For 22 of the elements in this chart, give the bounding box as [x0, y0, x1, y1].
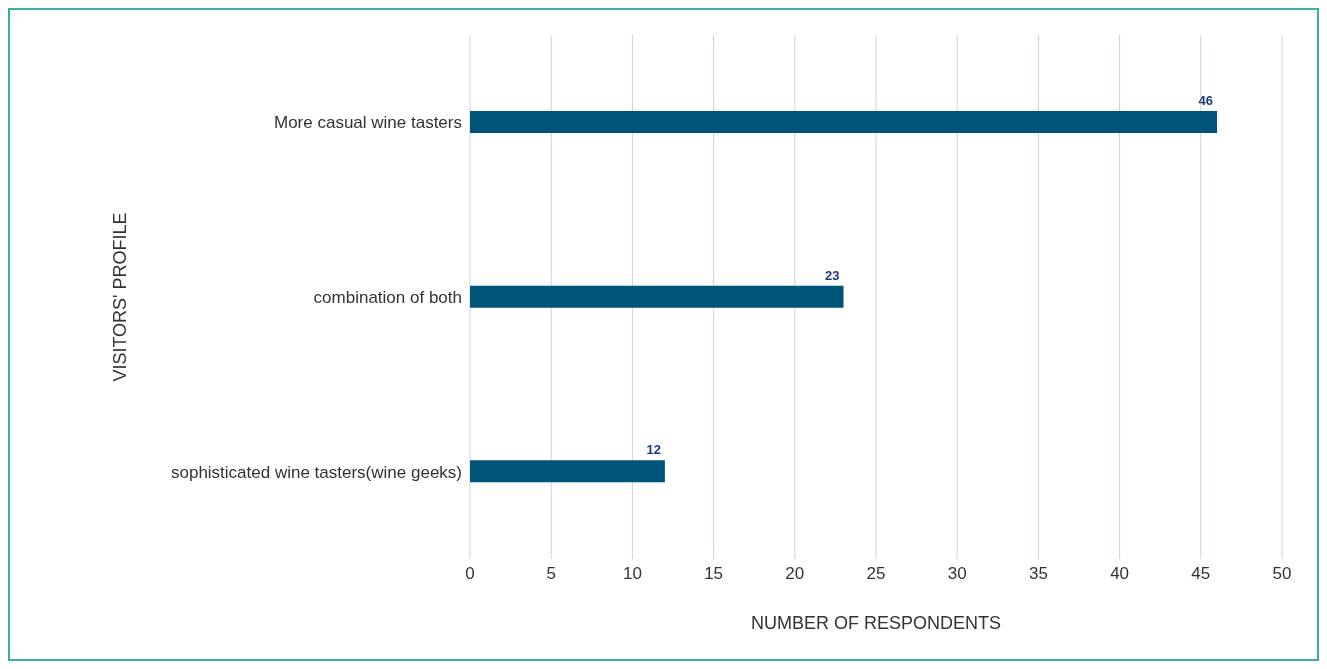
bar — [470, 111, 1218, 133]
data-label: 23 — [825, 267, 840, 283]
x-tick-label: 35 — [1028, 564, 1048, 584]
x-tick-label: 15 — [704, 564, 724, 584]
x-tick-label: 45 — [1191, 564, 1211, 584]
x-tick-label: 20 — [785, 564, 805, 584]
bar — [470, 460, 665, 483]
data-label: 12 — [646, 442, 661, 458]
y-tick-label: More casual wine tasters — [273, 113, 462, 133]
x-tick-label: 30 — [947, 564, 967, 584]
y-tick-label: combination of both — [313, 288, 462, 308]
bar — [470, 285, 844, 308]
y-axis-title: VISITORS' PROFILE — [110, 212, 131, 382]
x-tick-label: 5 — [546, 564, 556, 584]
data-label: 46 — [1198, 93, 1214, 108]
x-tick-label: 40 — [1110, 564, 1130, 584]
x-tick-label: 25 — [866, 564, 886, 584]
x-tick-label: 10 — [622, 564, 642, 584]
x-tick-label: 50 — [1272, 564, 1292, 584]
x-axis-title: NUMBER OF RESPONDENTS — [750, 613, 1002, 633]
y-tick-label: sophisticated wine tasters(wine geeks) — [170, 462, 462, 482]
x-tick-label: 0 — [465, 564, 475, 584]
